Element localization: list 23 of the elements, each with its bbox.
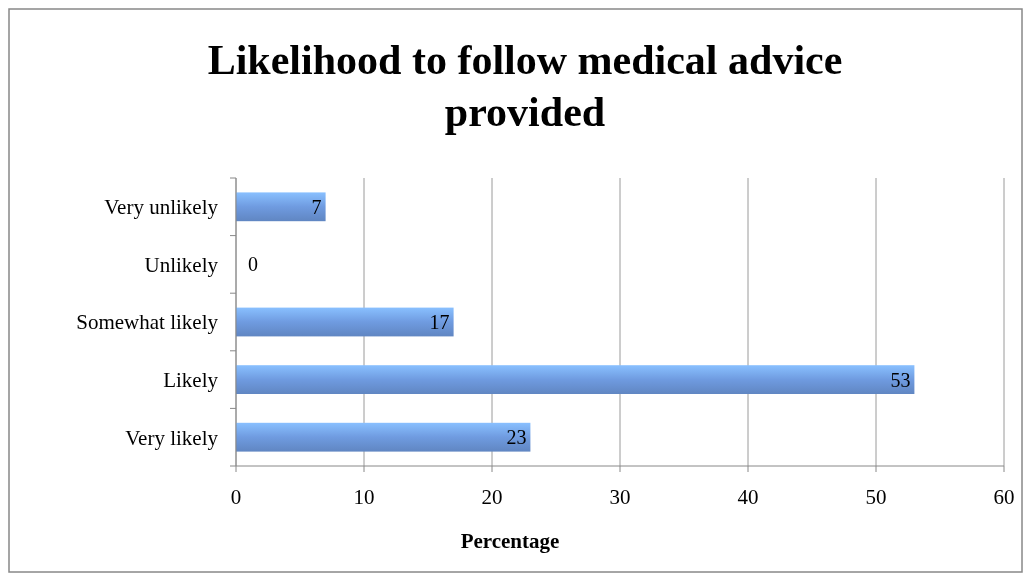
y-tick-label: Likely [163,367,219,392]
x-tick-label: 50 [865,485,887,509]
x-tick-label: 0 [230,485,242,509]
bar [236,192,326,222]
data-label: 7 [311,195,322,218]
x-axis-title: Percentage [460,529,560,553]
data-label: 53 [890,368,911,391]
y-tick-label: Very unlikely [104,195,219,220]
x-tick-label: 10 [353,485,375,509]
x-tick-label: 40 [737,485,759,509]
bar [236,365,915,394]
y-tick-label: Unlikely [144,252,219,277]
bar [236,307,454,337]
x-tick-label: 20 [481,485,503,509]
bar [236,422,531,452]
data-label: 23 [506,426,527,449]
data-label: 17 [429,311,450,333]
data-label: 0 [248,253,258,276]
y-tick-label: Somewhat likely [76,310,219,335]
y-tick-label: Very likely [125,425,219,450]
x-tick-label: 30 [609,485,631,509]
chart-title: Likelihood to follow medical advice provided [207,37,843,135]
x-tick-label: 60 [993,485,1015,509]
